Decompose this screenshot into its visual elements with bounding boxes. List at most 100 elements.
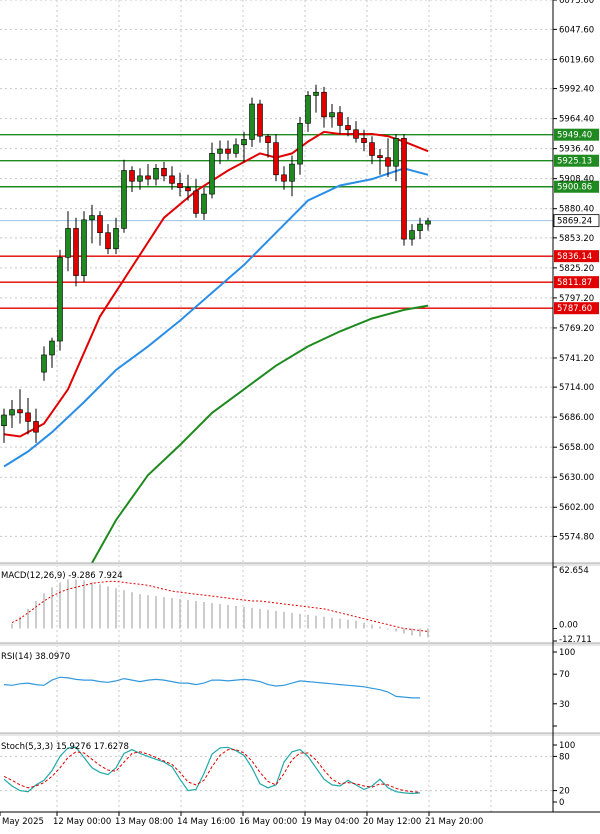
support-level-label: 5787.60 [557,304,592,314]
resistance-level-label: 5900.86 [557,183,592,193]
candle-bullish [57,257,63,342]
stoch-panel [3,746,421,795]
macd-signal-line [11,580,429,632]
candle-bullish [65,228,71,258]
candle-bullish [329,112,335,118]
support-level-label: 5836.14 [557,252,592,262]
resistance-level-tag [554,154,599,167]
candle-bullish [1,414,7,427]
candle-bullish [409,230,415,240]
candle-bullish [217,148,223,154]
current-price-tag [553,214,600,228]
macd-tick-label: 62.654 [559,566,589,576]
time-tick-label: 19 May 04:00 [301,817,359,827]
candle-bearish [321,91,327,118]
candle-bearish [17,409,23,414]
current-price-label: 5869.24 [557,217,592,227]
price-tick-label: 5741.20 [559,354,594,364]
candle-bearish [345,125,351,131]
panel-separator [0,643,600,646]
candle-bearish [185,187,191,192]
candle-bearish [97,215,103,234]
stoch-tick-label: 0 [559,798,564,808]
candle-bullish [241,139,247,146]
moving-average-green [91,304,429,564]
price-tick-label: 5936.40 [559,145,594,155]
candle-bearish [257,103,263,137]
candle-bullish [121,170,127,229]
price-tick-label: 5769.20 [559,324,594,334]
candle-bearish [225,148,231,154]
time-tick-label: 12 May 00:00 [53,817,111,827]
price-tick-label: 5853.20 [559,234,594,244]
price-panel: 5949.40 5925.13 5900.86 5836.14 5811.87 5787.… [0,84,600,564]
macd-tick-label: 0.00 [559,621,578,631]
stoch-k-line [3,746,421,795]
candle-bullish [89,215,95,221]
candle-bullish [201,193,207,214]
candle-bullish [233,144,239,154]
candle-bearish [353,129,359,139]
panel-separator [0,733,600,736]
candle-bearish [145,175,151,180]
candle-bullish [297,123,303,165]
candle-bullish [249,103,255,140]
candle-bullish [209,153,215,195]
price-tick-label: 5908.40 [559,175,594,185]
time-tick-label: 20 May 12:00 [363,817,421,827]
candle-bullish [9,409,15,416]
rsi-line [3,676,420,699]
price-tick-label: 5825.20 [559,264,594,274]
price-tick-label: 6019.60 [559,55,594,65]
time-tick-label: 14 May 16:00 [177,817,235,827]
price-tick-label: 5658.00 [559,443,594,453]
price-tick-label: 5964.40 [559,115,594,125]
resistance-level-label: 5949.40 [557,131,592,141]
time-tick-label: 13 May 08:00 [115,817,173,827]
candle-bearish [265,135,271,143]
price-tick-label: 5797.20 [559,294,594,304]
candle-bullish [153,168,159,180]
macd-panel [11,579,429,638]
candle-bearish [193,190,199,214]
candle-bullish [113,228,119,250]
price-tick-label: 5602.00 [559,503,594,513]
moving-average-blue [3,167,429,468]
stoch-d-line [3,749,421,793]
candle-bullish [49,340,55,356]
candle-bullish [41,354,47,373]
candle-bullish [81,219,87,276]
price-tick-label: 5686.00 [559,413,594,423]
candle-bearish [281,174,287,182]
candle-bearish [401,138,407,240]
candle-bearish [377,155,383,158]
rsi-label: RSI(14) 38.0970 [1,652,70,662]
price-tick-label: 5630.00 [559,473,594,483]
price-tick-label: 5574.80 [559,532,594,542]
moving-average-red [3,130,429,438]
time-tick-label: 16 May 00:00 [239,817,297,827]
candle-bearish [361,138,367,143]
support-level-label: 5811.87 [557,278,592,288]
panel-separator [0,563,600,566]
candle-bullish [305,95,311,124]
price-tick-label: 6047.60 [559,25,594,35]
resistance-level-tag [554,180,599,193]
stoch-tick-label: 20 [559,787,570,797]
candle-bearish [369,142,375,156]
resistance-level-tag [554,128,599,141]
candle-bullish [425,220,431,225]
time-tick-label: 21 May 20:00 [425,817,483,827]
candle-bearish [129,170,135,182]
macd-label: MACD(12,26,9) -9.286 7.924 [1,571,123,581]
resistance-level-label: 5925.13 [557,157,592,167]
candle-bearish [337,112,343,126]
support-level-tag [554,250,599,263]
stoch-label: Stoch(5,3,3) 15.9276 17.6278 [1,742,129,752]
candle-bearish [25,412,31,422]
price-tick-label: 5992.40 [559,85,594,95]
macd-tick-label: -12.711 [559,635,592,645]
rsi-tick-label: 30 [559,700,570,710]
